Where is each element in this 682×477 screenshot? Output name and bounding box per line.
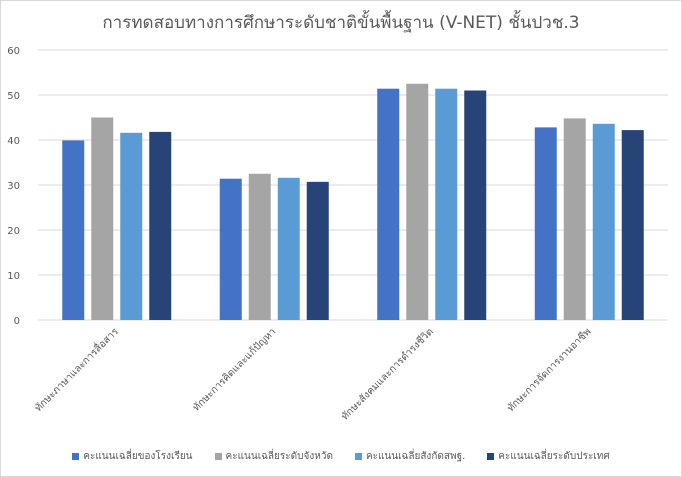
legend-label: คะแนนเฉลี่ยของโรงเรียน xyxy=(83,451,193,462)
bar-2-category-1 xyxy=(91,117,114,320)
x-category-label: ทักษะสังคมและการดำรงชีวิต xyxy=(339,326,436,423)
y-axis-ticks: 0 10 20 30 40 50 60 xyxy=(7,46,20,327)
y-tick-label: 0 xyxy=(14,316,20,327)
y-tick-label: 30 xyxy=(7,181,20,192)
gridlines xyxy=(38,49,668,321)
y-tick-label: 10 xyxy=(7,271,20,282)
legend: คะแนนเฉลี่ยของโรงเรียน คะแนนเฉลี่ยระดับจั… xyxy=(0,449,682,464)
bar-3-category-2 xyxy=(277,177,300,320)
bar-4-category-1 xyxy=(149,131,172,320)
legend-label: คะแนนเฉลี่ยระดับประเทศ xyxy=(498,451,610,462)
legend-item: คะแนนเฉลี่ยระดับจังหวัด xyxy=(214,449,333,464)
bar-1-category-3 xyxy=(377,88,400,320)
bar-2-category-2 xyxy=(248,173,271,320)
bar-2-category-4 xyxy=(563,118,586,321)
bar-3-category-3 xyxy=(435,88,458,320)
chart-title: การทดสอบทางการศึกษาระดับชาติขั้นพื้นฐาน … xyxy=(102,13,580,33)
legend-swatch xyxy=(72,453,80,460)
legend-swatch xyxy=(354,453,362,460)
y-tick-label: 20 xyxy=(7,226,20,237)
x-category-label: ทักษะการคิดและแก้ปัญหา xyxy=(190,326,278,414)
bar-3-category-4 xyxy=(592,123,615,320)
bar-3-category-1 xyxy=(120,132,143,320)
bar-4-category-4 xyxy=(621,130,644,320)
bar-2-category-3 xyxy=(406,83,429,320)
legend-label: คะแนนเฉลี่ยสังกัดสพฐ. xyxy=(365,451,466,462)
legend-swatch xyxy=(214,453,222,460)
y-tick-label: 40 xyxy=(7,136,20,147)
bar-1-category-4 xyxy=(534,127,557,321)
legend-item: คะแนนเฉลี่ยของโรงเรียน xyxy=(72,449,193,464)
legend-item: คะแนนเฉลี่ยสังกัดสพฐ. xyxy=(354,449,466,464)
bars xyxy=(62,83,644,321)
x-axis-categories: ทักษะภาษาและการสื่อสาร ทักษะการคิดและแก้ป… xyxy=(31,324,593,423)
legend-label: คะแนนเฉลี่ยระดับจังหวัด xyxy=(225,451,333,462)
bar-1-category-1 xyxy=(62,140,85,320)
bar-4-category-3 xyxy=(464,90,487,320)
y-tick-label: 60 xyxy=(7,46,20,57)
bar-4-category-2 xyxy=(306,181,329,320)
legend-item: คะแนนเฉลี่ยระดับประเทศ xyxy=(487,449,610,464)
legend-swatch xyxy=(487,453,495,460)
x-category-label: ทักษะการจัดการงานอาชีพ xyxy=(505,326,594,415)
bar-1-category-2 xyxy=(219,178,242,320)
x-category-label: ทักษะภาษาและการสื่อสาร xyxy=(31,324,121,414)
y-tick-label: 50 xyxy=(7,91,20,102)
